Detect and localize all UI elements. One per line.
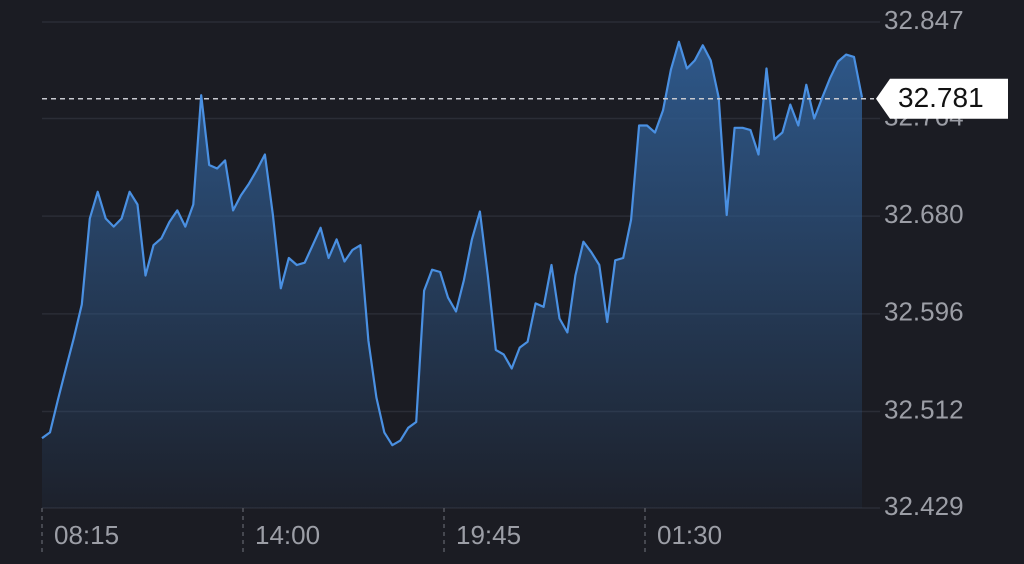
y-tick-label: 32.680 bbox=[884, 199, 964, 229]
last-price-label: 32.781 bbox=[898, 82, 984, 113]
x-tick-label: 08:15 bbox=[54, 520, 119, 550]
y-tick-label: 32.429 bbox=[884, 491, 964, 521]
area bbox=[42, 41, 862, 509]
last-price-box bbox=[876, 78, 1008, 119]
x-tick-label: 19:45 bbox=[456, 520, 521, 550]
y-tick-label: 32.596 bbox=[884, 297, 964, 327]
x-tick-label: 14:00 bbox=[255, 520, 320, 550]
price-line bbox=[41, 40, 864, 447]
y-tick-label: 32.512 bbox=[884, 394, 964, 424]
x-tick-label: 01:30 bbox=[657, 520, 722, 550]
y-tick-label: 32.847 bbox=[884, 5, 964, 35]
